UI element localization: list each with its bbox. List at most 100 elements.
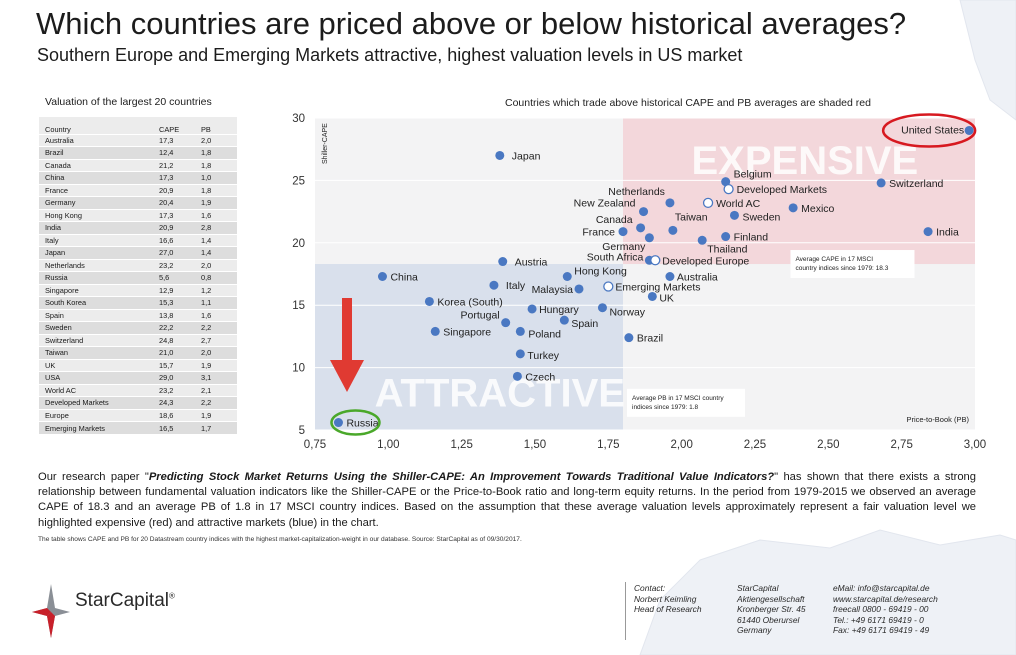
pb-cell: 1,8 xyxy=(195,146,237,159)
freecall-number: freecall 0800 - 69419 - 00 xyxy=(833,604,929,614)
data-point xyxy=(597,303,607,313)
cape-cell: 20,9 xyxy=(153,183,195,197)
point-label: Hungary xyxy=(539,304,579,316)
table-row: Hong Kong 17,3 1,6 xyxy=(39,208,237,222)
footer-divider xyxy=(625,582,626,640)
data-point xyxy=(650,255,661,266)
valuation-table: Country CAPE PB Australia 17,3 2,0 Brazil 12… xyxy=(39,117,237,434)
paper-title: Predicting Stock Market Returns Using th… xyxy=(148,471,775,483)
point-label: Canada xyxy=(596,214,633,226)
country-cell: Developed Markets xyxy=(39,396,153,409)
table-row: Canada 21,2 1,8 xyxy=(39,158,237,172)
pb-cell: 2,1 xyxy=(195,383,237,397)
data-point xyxy=(923,227,933,237)
data-point xyxy=(512,371,522,381)
starcapital-logo: StarCapital® xyxy=(30,582,220,642)
data-point xyxy=(723,183,734,195)
data-point xyxy=(636,223,646,233)
data-point xyxy=(377,271,387,281)
country-cell: Italy xyxy=(39,233,153,247)
contact-label: Contact: xyxy=(634,583,666,593)
pb-cell: 0,8 xyxy=(195,271,237,284)
point-label: Turkey xyxy=(527,350,559,362)
point-label: United States xyxy=(901,124,964,136)
website-link[interactable]: www.starcapital.de/research xyxy=(833,593,938,604)
country-cell: Germany xyxy=(39,196,153,209)
country-cell: France xyxy=(39,183,153,197)
pb-cell: 3,1 xyxy=(195,371,237,384)
y-axis-label: Shiller-CAPE xyxy=(322,123,329,164)
cape-cell: 24,8 xyxy=(153,333,195,347)
paragraph-body: " has shown that there exists a strong r… xyxy=(38,471,976,529)
russia-highlight xyxy=(330,409,381,436)
x-tick-label: 1,50 xyxy=(524,439,546,451)
point-label: Belgium xyxy=(734,169,772,181)
data-point xyxy=(495,150,505,160)
cape-annotation-box xyxy=(790,250,915,279)
table-row: Taiwan 21,0 2,0 xyxy=(39,346,237,359)
cape-cell: 13,8 xyxy=(153,308,195,322)
table-row: Emerging Markets 16,5 1,7 xyxy=(39,421,237,434)
table-row: Europe 18,6 1,9 xyxy=(39,408,237,422)
company-line: Kronberger Str. 45 xyxy=(737,604,806,614)
cape-cell: 18,6 xyxy=(153,408,195,422)
point-label: South Africa xyxy=(587,251,644,263)
research-paragraph: Our research paper "Predicting Stock Mar… xyxy=(38,470,976,531)
data-point xyxy=(647,291,657,301)
data-point xyxy=(333,418,343,428)
country-cell: Brazil xyxy=(39,146,153,159)
data-point xyxy=(559,315,569,325)
country-cell: Netherlands xyxy=(39,258,153,272)
table-row: Netherlands 23,2 2,0 xyxy=(39,258,237,272)
data-point xyxy=(788,203,798,213)
data-point xyxy=(964,125,974,135)
cape-cell: 23,2 xyxy=(153,258,195,272)
email-link[interactable]: eMail: info@starcapital.de xyxy=(833,583,930,593)
country-cell: India xyxy=(39,221,153,234)
paragraph-intro: Our research paper " xyxy=(38,471,149,483)
table-row: Developed Markets 24,3 2,2 xyxy=(39,396,237,409)
x-tick-label: 3,00 xyxy=(964,439,986,451)
table-row: Brazil 12,4 1,8 xyxy=(39,146,237,159)
cape-cell: 23,2 xyxy=(153,383,195,397)
data-point xyxy=(424,296,434,306)
x-tick-label: 2,75 xyxy=(890,439,912,451)
y-tick-label: 15 xyxy=(292,300,305,312)
cape-cell: 5,6 xyxy=(153,271,195,284)
country-cell: Taiwan xyxy=(39,346,153,359)
country-cell: Switzerland xyxy=(39,333,153,347)
cape-cell: 17,3 xyxy=(153,133,195,147)
point-label: Singapore xyxy=(443,326,491,338)
logo-text: StarCapital® xyxy=(75,590,175,612)
data-point xyxy=(430,326,440,336)
point-label: France xyxy=(582,227,615,239)
pb-cell: 1,9 xyxy=(195,358,237,372)
pb-cell: 1,2 xyxy=(195,283,237,297)
cape-cell: 12,4 xyxy=(153,146,195,159)
pb-cell: 1,6 xyxy=(195,208,237,222)
data-point xyxy=(624,333,634,343)
pb-annotation: Average PB in 17 MSCI country indices sin… xyxy=(632,395,724,411)
pb-cell: 2,2 xyxy=(195,396,237,409)
table-row: World AC 23,2 2,1 xyxy=(39,383,237,397)
pb-cell: 1,6 xyxy=(195,308,237,322)
contact-role: Head of Research xyxy=(634,604,702,614)
country-cell: Sweden xyxy=(39,321,153,334)
x-tick-label: 2,50 xyxy=(817,439,839,451)
y-tick-label: 25 xyxy=(292,175,305,187)
data-point xyxy=(562,271,572,281)
data-point xyxy=(527,304,537,314)
data-point xyxy=(876,178,886,188)
contact-name: Norbert Keimling xyxy=(634,593,697,604)
chart-title: Countries which trade above historical C… xyxy=(505,97,871,109)
source-note: The table shows CAPE and PB for 20 Datas… xyxy=(38,536,522,543)
pb-cell: 2,2 xyxy=(195,321,237,334)
country-cell: Emerging Markets xyxy=(39,421,153,434)
table-row: South Korea 15,3 1,1 xyxy=(39,296,237,309)
table-row: Sweden 22,2 2,2 xyxy=(39,321,237,334)
country-cell: Hong Kong xyxy=(39,208,153,222)
pb-cell: 2,8 xyxy=(195,221,237,234)
company-line: 61440 Oberursel xyxy=(737,614,800,625)
cape-cell: 21,0 xyxy=(153,346,195,359)
